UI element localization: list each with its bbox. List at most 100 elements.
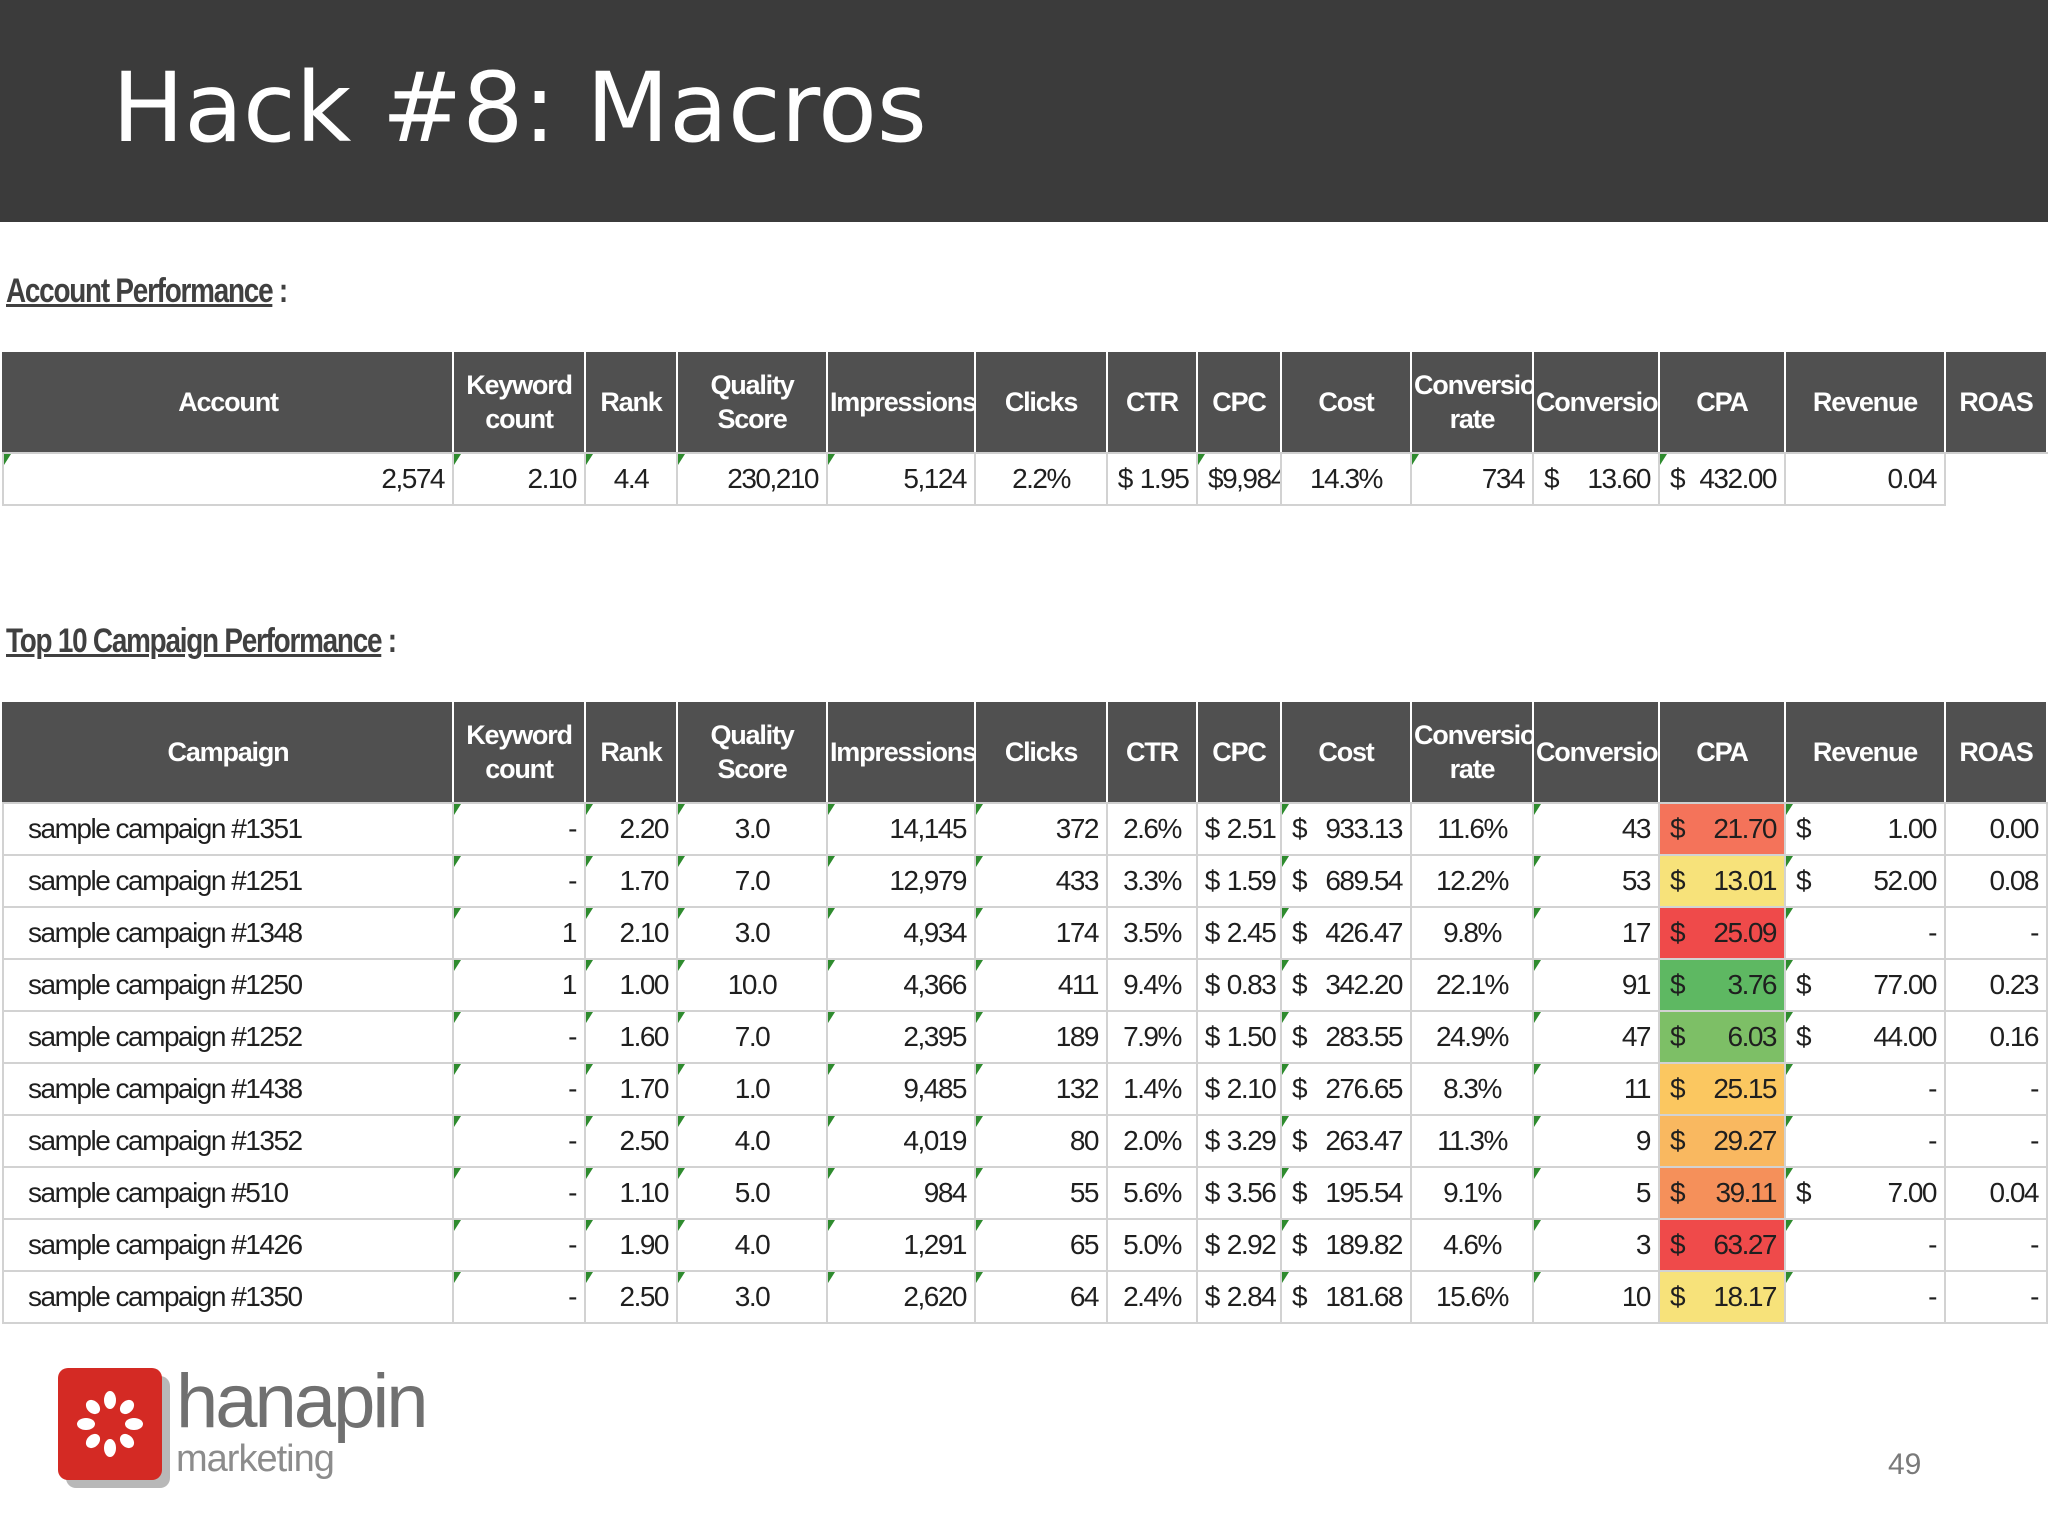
header-clicks: Clicks bbox=[974, 350, 1108, 454]
currency-symbol: $ bbox=[1204, 1229, 1221, 1260]
cell-cost: $189.82 bbox=[1280, 1218, 1412, 1272]
header-cpc: CPC bbox=[1196, 700, 1282, 804]
currency-symbol: $ bbox=[1204, 1125, 1221, 1156]
cell-conversion-rate: 9.1% bbox=[1410, 1166, 1534, 1220]
cell-value: 44.00 bbox=[1873, 1021, 1937, 1052]
cell-value: 426.47 bbox=[1325, 917, 1403, 948]
header-impressions: Impressions bbox=[826, 700, 976, 804]
header-revenue: Revenue bbox=[1784, 350, 1946, 454]
header-account: Account bbox=[2, 350, 454, 454]
account-section-label: Account Performance : bbox=[6, 272, 288, 311]
logo-wordmark: hanapin bbox=[176, 1359, 428, 1444]
cell-rank: 1.10 bbox=[584, 1166, 678, 1220]
currency-symbol: $ bbox=[1204, 969, 1221, 1000]
cell-roas: - bbox=[1944, 1218, 2048, 1272]
cell-value: 432.00 bbox=[1699, 463, 1777, 494]
cell-quality-score: 1.0 bbox=[676, 1062, 828, 1116]
cell-quality-score: 3.0 bbox=[676, 802, 828, 856]
cell-clicks: 372 bbox=[974, 802, 1108, 856]
currency-symbol: $ bbox=[1204, 865, 1221, 896]
cell-value: 1.00 bbox=[1887, 813, 1938, 844]
cell-ctr: 5.6% bbox=[1106, 1166, 1198, 1220]
cell-cpa: $18.17 bbox=[1658, 1270, 1786, 1324]
cell-quality-score: 4.0 bbox=[676, 1218, 828, 1272]
cell-conversion-rate: 4.6% bbox=[1410, 1218, 1534, 1272]
table-row: sample campaign #1252-1.60 7.0 2,395 189 7.9… bbox=[2, 1010, 2048, 1064]
header-conversions: Conversions bbox=[1532, 350, 1660, 454]
cell-value: 342.20 bbox=[1325, 969, 1403, 1000]
cell-revenue: - bbox=[1784, 1114, 1946, 1168]
cell-clicks: 55 bbox=[974, 1166, 1108, 1220]
cell-quality-score: 7.0 bbox=[676, 1010, 828, 1064]
cell-cost: $426.47 bbox=[1280, 906, 1412, 960]
cell-campaign: sample campaign #1251 bbox=[2, 854, 454, 908]
cell-clicks: 433 bbox=[974, 854, 1108, 908]
currency-symbol: $ bbox=[1292, 1177, 1308, 1208]
cell-revenue: $44.00 bbox=[1784, 1010, 1946, 1064]
cell-clicks: 411 bbox=[974, 958, 1108, 1012]
cell-roas: - bbox=[1944, 1270, 2048, 1324]
cell-clicks: 189 bbox=[974, 1010, 1108, 1064]
cell-value: 181.68 bbox=[1325, 1281, 1403, 1312]
cell-cpc: $2.51 bbox=[1196, 802, 1282, 856]
table-row: sample campaign #1350-2.50 3.0 2,620 64 2.4%… bbox=[2, 1270, 2048, 1324]
cell-cpc: $3.56 bbox=[1196, 1166, 1282, 1220]
cell-cpc: $2.84 bbox=[1196, 1270, 1282, 1324]
cell-cpa: $25.09 bbox=[1658, 906, 1786, 960]
currency-symbol: $ bbox=[1292, 969, 1308, 1000]
currency-symbol: $ bbox=[1670, 1177, 1686, 1208]
currency-symbol: $ bbox=[1796, 1021, 1812, 1052]
cell-cpc: $0.83 bbox=[1196, 958, 1282, 1012]
cell-value: 13.60 bbox=[1587, 463, 1651, 494]
table-row: sample campaign #1250 1 1.00 10.0 4,366 411 9.… bbox=[2, 958, 2048, 1012]
logo-subtext: marketing bbox=[176, 1438, 335, 1480]
cell-cpa: $6.03 bbox=[1658, 1010, 1786, 1064]
cell-value: 283.55 bbox=[1325, 1021, 1403, 1052]
cell-ctr: 2.0% bbox=[1106, 1114, 1198, 1168]
currency-symbol: $ bbox=[1796, 813, 1812, 844]
cell-conversions: 91 bbox=[1532, 958, 1660, 1012]
table-row: sample campaign #1351-2.20 3.0 14,145 372 2.… bbox=[2, 802, 2048, 856]
cell-roas: 0.04 bbox=[1944, 1166, 2048, 1220]
cell-conversion-rate: 8.3% bbox=[1410, 1062, 1534, 1116]
cell-keyword-count: 2,574 bbox=[2, 452, 454, 506]
cell-ctr: 3.5% bbox=[1106, 906, 1198, 960]
cell-revenue: $52.00 bbox=[1784, 854, 1946, 908]
cell-cpa: $63.27 bbox=[1658, 1218, 1786, 1272]
cell-roas: 0.16 bbox=[1944, 1010, 2048, 1064]
cell-cpa: $13.60 bbox=[1532, 452, 1660, 506]
cell-value: 29.27 bbox=[1713, 1125, 1777, 1156]
cell-ctr: 7.9% bbox=[1106, 1010, 1198, 1064]
cell-campaign: sample campaign #1250 bbox=[2, 958, 454, 1012]
currency-symbol: $ bbox=[1204, 1073, 1221, 1104]
cell-conversions: 9 bbox=[1532, 1114, 1660, 1168]
currency-symbol: $ bbox=[1670, 1281, 1686, 1312]
currency-symbol: $ bbox=[1670, 865, 1686, 896]
cell-keyword-count: - bbox=[452, 1114, 586, 1168]
cell-rank: 1.70 bbox=[584, 854, 678, 908]
cell-rank: 2.20 bbox=[584, 802, 678, 856]
cell-impressions: 4,366 bbox=[826, 958, 976, 1012]
cell-revenue: $77.00 bbox=[1784, 958, 1946, 1012]
header-cost: Cost bbox=[1280, 350, 1412, 454]
currency-symbol: $ bbox=[1292, 1281, 1308, 1312]
cell-value: 1.95 bbox=[1139, 463, 1190, 494]
campaign-performance-table: Campaign Keyword count Rank Quality Score Im… bbox=[2, 700, 2048, 1324]
cell-value: 9,984.08 bbox=[1222, 463, 1279, 494]
campaign-section-label-suffix: : bbox=[381, 622, 397, 660]
cell-roas: - bbox=[1944, 1062, 2048, 1116]
header-ctr: CTR bbox=[1106, 350, 1198, 454]
cell-roas: 0.23 bbox=[1944, 958, 2048, 1012]
currency-symbol: $ bbox=[1796, 865, 1812, 896]
table-row: sample campaign #1352-2.50 4.0 4,019 80 2.0%… bbox=[2, 1114, 2048, 1168]
cell-value: 3.29 bbox=[1226, 1125, 1277, 1156]
cell-cpa: $29.27 bbox=[1658, 1114, 1786, 1168]
currency-symbol: $ bbox=[1204, 917, 1221, 948]
cell-quality-score: 5.0 bbox=[676, 1166, 828, 1220]
cell-cpc: $1.59 bbox=[1196, 854, 1282, 908]
cell-ctr: 2.6% bbox=[1106, 802, 1198, 856]
currency-symbol: $ bbox=[1204, 1021, 1221, 1052]
cell-cpc: $3.29 bbox=[1196, 1114, 1282, 1168]
currency-symbol: $ bbox=[1670, 813, 1686, 844]
cell-impressions: 984 bbox=[826, 1166, 976, 1220]
